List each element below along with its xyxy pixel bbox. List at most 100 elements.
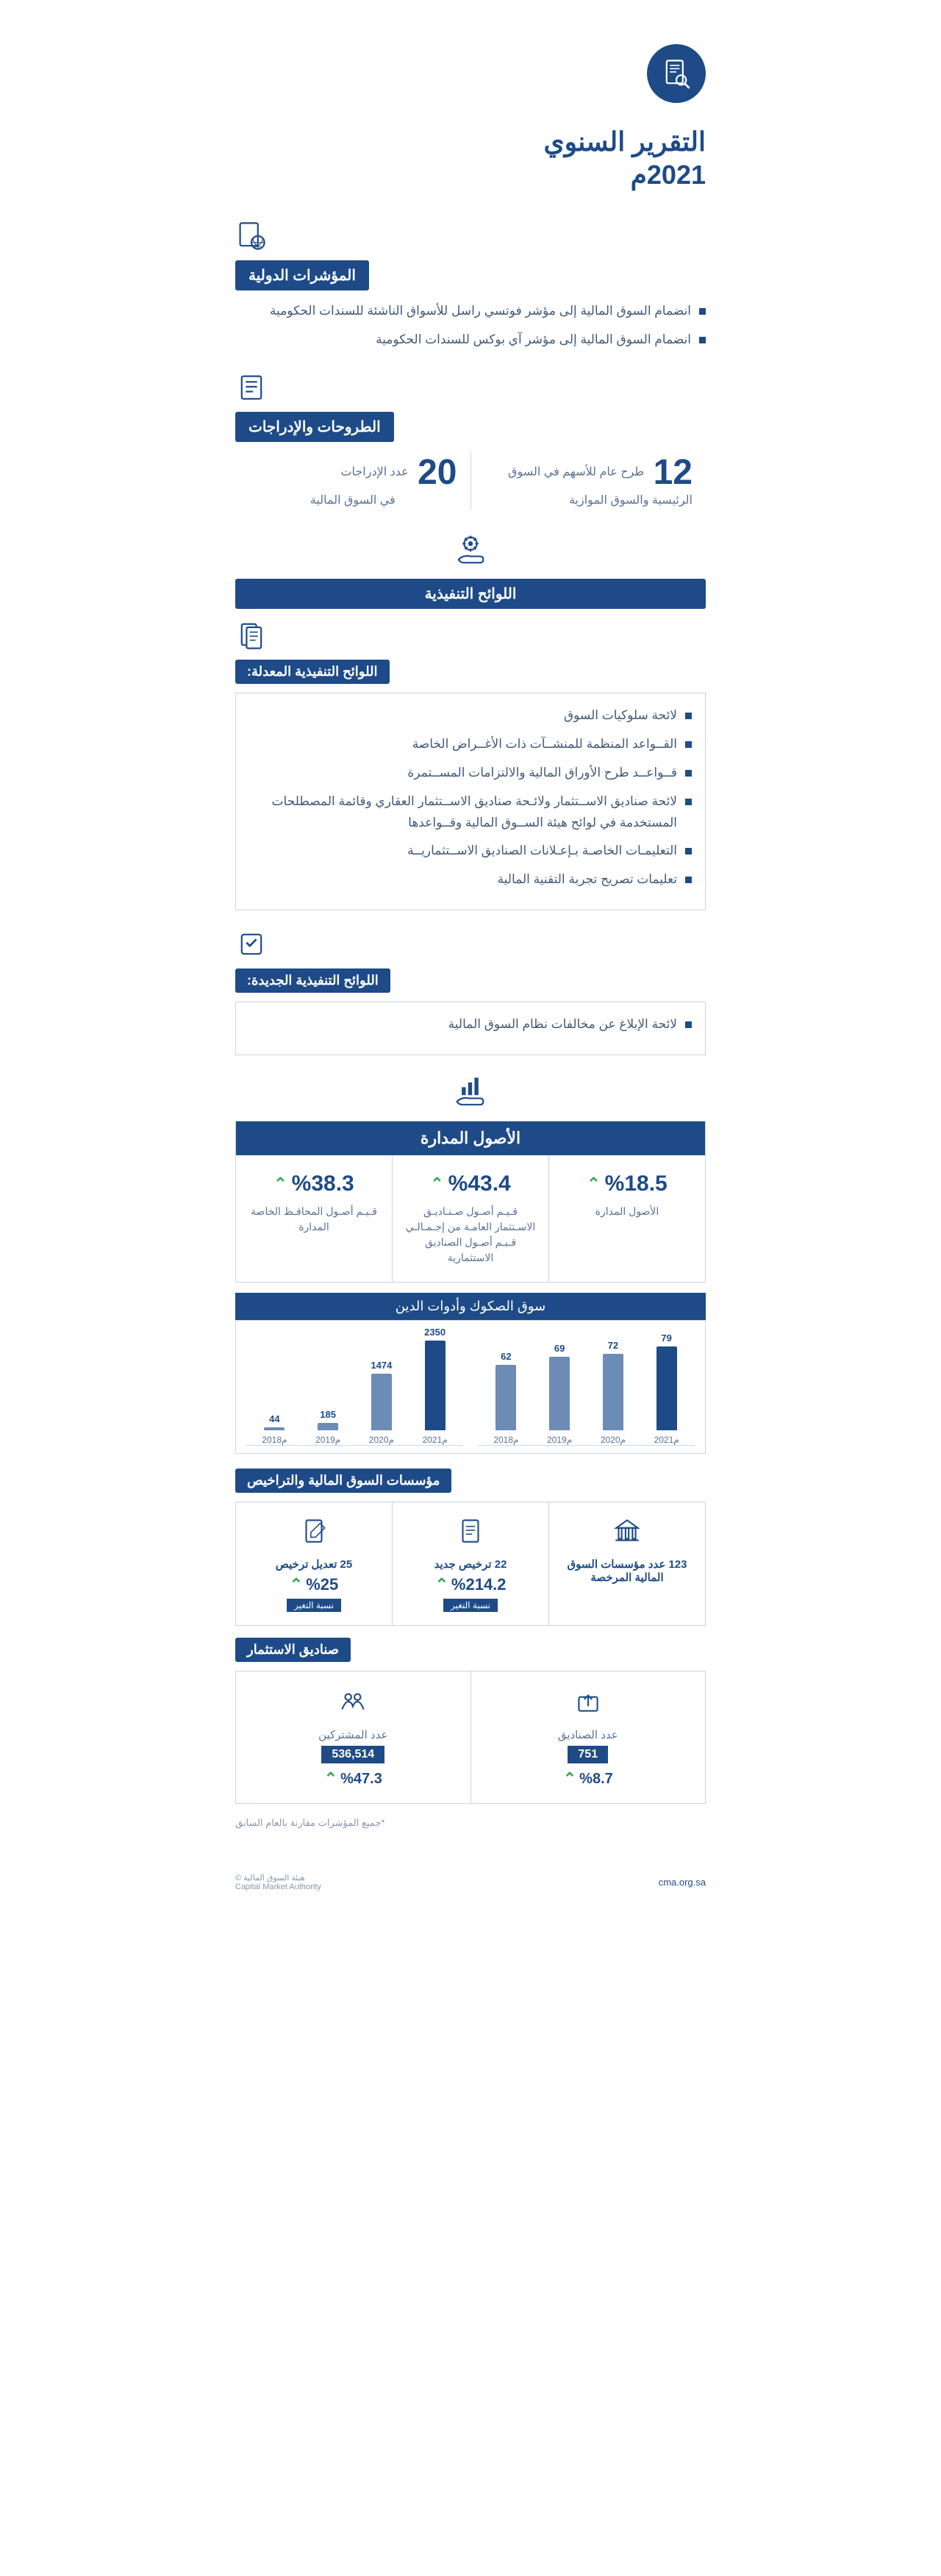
amended-item: تعليمات تصريح تجربة التقنية المالية: [249, 869, 692, 891]
fund-cell: عدد المشتركين 536,514 ⌃%47.3: [236, 1671, 470, 1803]
fund-pct: %8.7: [579, 1771, 613, 1788]
fund-num: 751: [568, 1746, 608, 1763]
asset-label: الأصول المدارة: [559, 1204, 695, 1219]
sukuk-chart-left: 2350م20211474م2020185م201944م2018: [246, 1335, 463, 1446]
inst-title: 25 تعديل ترخيص: [243, 1558, 384, 1571]
regs-doc-icon: [235, 619, 706, 655]
amended-item: القــواعد المنظمة للمنشــآت ذات الأغــرا…: [249, 734, 692, 755]
up-arrow-icon: ⌃: [434, 1575, 448, 1594]
asset-pct: %18.5: [605, 1171, 668, 1196]
bar-value: 72: [608, 1340, 618, 1351]
institutions-row: 123 عدد مؤسسات السوق المالية المرخصة 22 …: [235, 1502, 706, 1626]
bar-rect: [495, 1365, 516, 1431]
bar-value: 1474: [371, 1360, 392, 1371]
title-year: 2021م: [235, 160, 706, 190]
footnote: *جميع المؤشرات مقارنة بالعام السابق: [235, 1817, 706, 1829]
bar: 1474 م2020: [358, 1360, 406, 1445]
new-header: اللوائح التنفيذية الجديدة:: [235, 968, 390, 993]
up-arrow-icon: ⌃: [430, 1174, 443, 1194]
intl-item: انضمام السوق المالية إلى مؤشر آي بوكس لل…: [235, 329, 706, 351]
bar: 44م2018: [251, 1413, 298, 1445]
assets-header: الأصول المدارة: [236, 1121, 705, 1155]
inst-title: 123 عدد مؤسسات السوق المالية المرخصة: [557, 1558, 698, 1584]
bar-rect: [603, 1354, 623, 1430]
amended-item: قــواعــد طرح الأوراق المالية والالتزاما…: [249, 763, 692, 784]
asset-pct: %43.4: [448, 1171, 511, 1196]
license-edit-icon: [243, 1516, 384, 1550]
box-arrow-icon: [486, 1686, 691, 1721]
bar-year: م2019: [547, 1435, 572, 1445]
bar-rect: [656, 1346, 677, 1430]
bar: 185 م2019: [304, 1409, 352, 1445]
new-regs-icon: [235, 928, 706, 964]
bar-hand-icon: [235, 1073, 706, 1116]
bar: 79 م2021: [643, 1332, 690, 1445]
page-title: التقرير السنوي 2021م: [235, 125, 706, 190]
bar-rect: [549, 1357, 570, 1430]
inst-badge: نسبة التغير: [443, 1599, 498, 1612]
asset-cell: ⌃%43.4 قـيـم أصـول صـنـاديـق الاسـتثمار …: [392, 1155, 548, 1282]
bar-value: 2350: [424, 1327, 446, 1338]
funds-row: عدد الصناديق 751 ⌃%8.7 عدد المشتركين 536…: [235, 1671, 706, 1804]
fund-num: 536,514: [321, 1746, 384, 1763]
up-arrow-icon: ⌃: [324, 1769, 337, 1788]
bar: 2350 م2021: [411, 1327, 459, 1445]
inst-cell: 123 عدد مؤسسات السوق المالية المرخصة: [548, 1502, 705, 1625]
bar-year: م2021: [423, 1435, 448, 1445]
asset-cell: ⌃%38.3 قـيـم أصـول المحافـظ الخاصة المدا…: [236, 1155, 392, 1282]
offerings-right-num: 20: [418, 452, 457, 493]
sukuk-charts: 79 م2021 72 م2020 69 م2019 62 م2018 2350 م2021 14…: [235, 1320, 706, 1454]
inst-pct: %25: [306, 1575, 338, 1594]
bar-year: م2020: [369, 1435, 394, 1445]
inst-pct: %214.2: [451, 1575, 507, 1594]
globe-doc-icon: [235, 220, 706, 256]
amended-item: لائحة سلوكيات السوق: [249, 705, 692, 727]
amended-item: لائحة صناديق الاســتثمار ولائـحة صناديق …: [249, 791, 692, 834]
bar-value: 185: [320, 1409, 336, 1420]
amended-item: التعليمـات الخاصـة بـإعـلانات الصناديق ا…: [249, 841, 692, 862]
asset-cell: ⌃%18.5 الأصول المدارة: [548, 1155, 705, 1282]
license-new-icon: [400, 1516, 541, 1550]
up-arrow-icon: ⌃: [587, 1174, 600, 1194]
sukuk-chart-right: 79م202172م202069م201962م2018: [478, 1335, 695, 1446]
new-item: لائحة الإبلاغ عن مخالفات نظام السوق الما…: [249, 1014, 692, 1035]
bar-value: 62: [501, 1351, 511, 1362]
bar-rect: [264, 1427, 285, 1430]
bar-value: 79: [661, 1332, 671, 1344]
offerings-right-desc-pre: عدد الإدراجات: [340, 465, 408, 478]
fund-cell: عدد الصناديق 751 ⌃%8.7: [470, 1671, 706, 1803]
offerings-right-desc-post: في السوق المالية: [248, 493, 457, 509]
amended-box: لائحة سلوكيات السوق القــواعد المنظمة لل…: [235, 693, 706, 910]
up-arrow-icon: ⌃: [563, 1769, 576, 1788]
bar-value: 69: [554, 1343, 565, 1354]
fund-pct: %47.3: [340, 1771, 382, 1788]
asset-label: قـيـم أصـول صـنـاديـق الاسـتثمار العامـة…: [403, 1204, 538, 1266]
inst-cell: 22 ترخيص جديد ⌃%214.2 نسبة التغير: [392, 1502, 548, 1625]
funds-header: صناديق الاستثمار: [235, 1638, 351, 1662]
bank-icon: [557, 1516, 698, 1550]
section-header-intl: المؤشرات الدولية: [235, 260, 369, 290]
bar: 69 م2019: [536, 1343, 584, 1445]
up-arrow-icon: ⌃: [290, 1575, 303, 1594]
bar-year: م2019: [315, 1435, 340, 1445]
bar-year: م2018: [493, 1435, 518, 1445]
fund-label: عدد المشتركين: [251, 1728, 456, 1741]
offerings-two-col: 12 طرح عام للأسهم في السوق الرئيسية والس…: [235, 452, 706, 509]
bar-year: م2021: [654, 1435, 679, 1445]
bar-rect: [425, 1341, 446, 1430]
fund-label: عدد الصناديق: [486, 1728, 691, 1741]
intl-bullets: انضمام السوق المالية إلى مؤشر فوتسي راسل…: [235, 301, 706, 351]
footer-org-en: Capital Market Authority: [235, 1883, 321, 1891]
footer: cma.org.sa هيئة السوق المالية © Capital …: [235, 1858, 706, 1891]
offerings-left-num: 12: [654, 452, 693, 493]
inst-title: 22 ترخيص جديد: [400, 1558, 541, 1571]
asset-label: قـيـم أصـول المحافـظ الخاصة المدارة: [246, 1204, 382, 1235]
bar-rect: [318, 1423, 338, 1430]
title-text: التقرير السنوي: [235, 125, 706, 160]
listing-icon: [235, 371, 706, 407]
footer-url: cma.org.sa: [659, 1877, 706, 1888]
bar-year: م2018: [262, 1435, 287, 1445]
gear-hand-icon: [235, 531, 706, 574]
section-header-regs: اللوائح التنفيذية: [235, 579, 706, 609]
bar: 62 م2018: [482, 1351, 530, 1446]
